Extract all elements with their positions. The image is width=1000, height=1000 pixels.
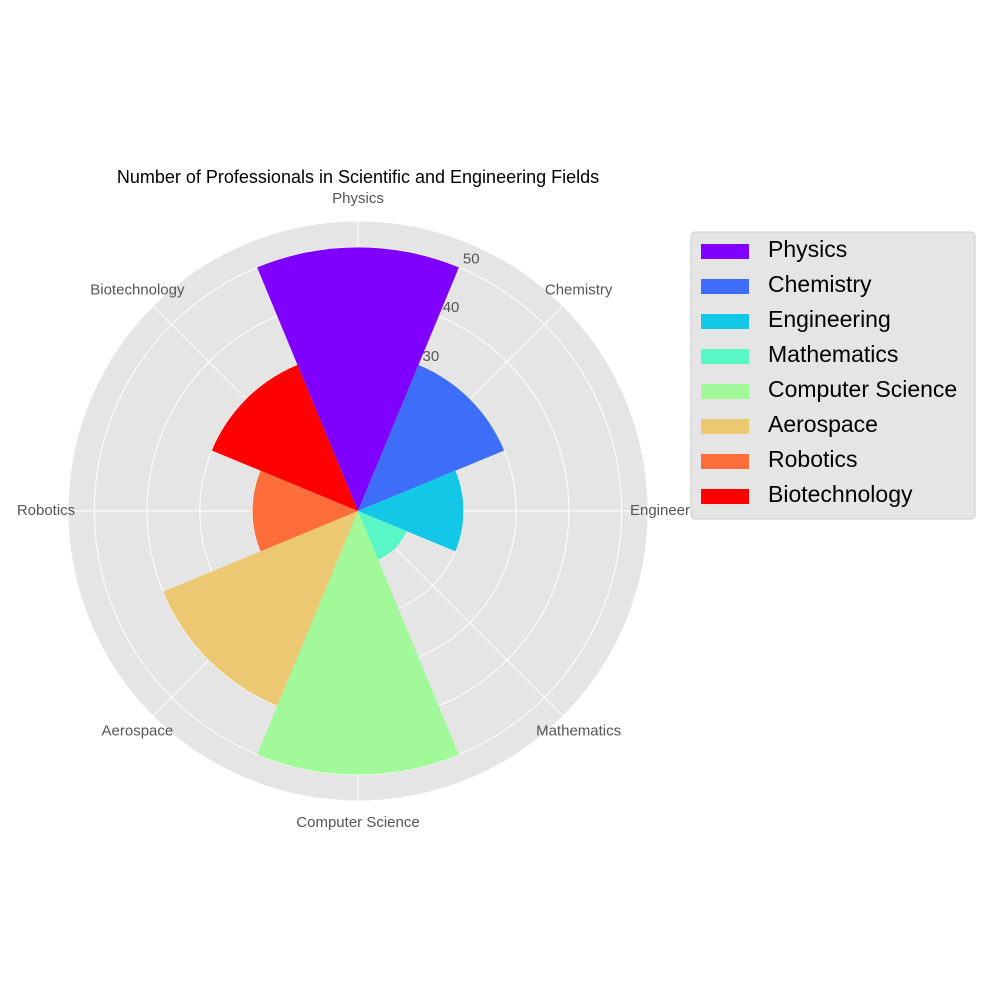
radial-tick-label: 50 (463, 250, 480, 267)
legend-swatch-mathematics (701, 349, 749, 364)
legend-swatch-aerospace (701, 419, 749, 434)
category-label-biotechnology: Biotechnology (90, 281, 185, 298)
radial-tick-label: 40 (443, 299, 460, 316)
category-label-aerospace: Aerospace (102, 723, 174, 740)
radial-tick-label: 30 (423, 348, 440, 365)
legend-swatch-robotics (701, 454, 749, 469)
chart-title: Number of Professionals in Scientific an… (117, 167, 599, 187)
legend-label-chemistry: Chemistry (768, 271, 872, 297)
legend-label-biotechnology: Biotechnology (768, 481, 913, 507)
category-label-computer-science: Computer Science (296, 814, 419, 831)
bar-engineering (358, 470, 464, 552)
legend-swatch-physics (701, 244, 749, 259)
bar-aerospace (163, 511, 358, 706)
category-label-engineering: Engineering (630, 502, 710, 519)
legend-frame (690, 231, 976, 520)
polar-plot-area: 30 40 50 Physics Chemistry Engineering Mathema… (17, 190, 710, 831)
bar-chemistry (358, 364, 505, 511)
bar-physics (257, 247, 459, 511)
radial-tick-labels: 30 40 50 (423, 250, 480, 364)
category-label-robotics: Robotics (17, 502, 75, 519)
bar-mathematics (358, 511, 407, 560)
polar-frame (67, 220, 649, 802)
legend-swatch-chemistry (701, 279, 749, 294)
legend-label-aerospace: Aerospace (768, 411, 878, 437)
bars (163, 247, 505, 775)
legend-label-engineering: Engineering (768, 306, 891, 332)
legend: Physics Chemistry Engineering Mathematics Co… (690, 231, 976, 520)
category-label-physics: Physics (332, 190, 384, 207)
legend-swatch-biotechnology (701, 489, 749, 504)
legend-swatch-engineering (701, 314, 749, 329)
legend-label-physics: Physics (768, 236, 847, 262)
legend-label-robotics: Robotics (768, 446, 857, 472)
legend-swatch-computer-science (701, 384, 749, 399)
legend-label-computer-science: Computer Science (768, 376, 957, 402)
bar-computer-science (257, 511, 459, 775)
category-label-mathematics: Mathematics (536, 723, 621, 740)
category-labels: Physics Chemistry Engineering Mathematics Co… (17, 190, 710, 831)
legend-label-mathematics: Mathematics (768, 341, 898, 367)
bar-robotics (252, 470, 358, 552)
category-label-chemistry: Chemistry (545, 281, 613, 298)
bar-biotechnology (211, 364, 358, 511)
